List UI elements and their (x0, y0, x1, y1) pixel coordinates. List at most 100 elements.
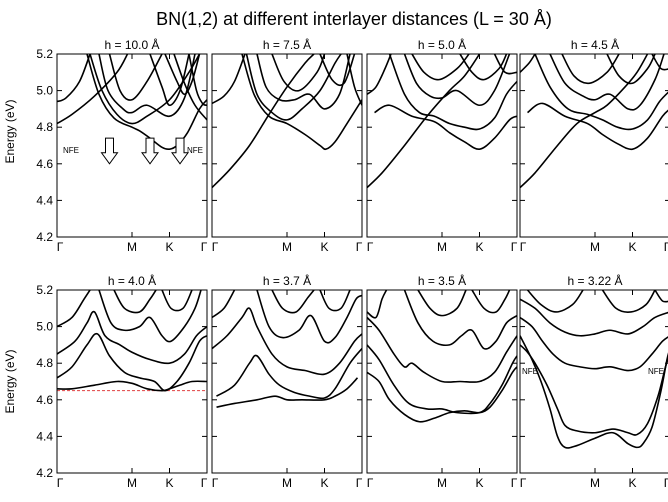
band-line (57, 54, 91, 103)
band-line (520, 54, 536, 73)
x-tick-label: Γ (201, 240, 208, 254)
band-line (271, 290, 315, 314)
band-line (57, 54, 129, 125)
x-tick-label: Γ (356, 476, 363, 490)
panel-frame (56, 289, 208, 474)
x-tick-label: M (282, 240, 292, 254)
panel-label: h = 4.5 Å (571, 37, 619, 52)
panel-label: h = 4.0 Å (108, 273, 156, 288)
nfe-annotation: NFE (63, 146, 79, 155)
panel-label: h = 7.5 Å (263, 37, 311, 52)
bands-group (520, 290, 668, 449)
nfe-annotation: NFE (187, 146, 203, 155)
x-tick-label: Γ (356, 240, 363, 254)
x-tick-label: Γ (664, 476, 668, 490)
down-arrow-icon (171, 137, 189, 165)
band-line (411, 54, 470, 81)
band-line (256, 290, 362, 344)
nfe-annotation: NFE (648, 367, 664, 376)
y-tick-label: 5.2 (36, 283, 53, 297)
band-line (534, 54, 668, 131)
x-tick-label: Γ (367, 476, 374, 490)
x-tick-label: M (590, 476, 600, 490)
y-tick-label: 4.4 (36, 429, 53, 443)
x-tick-label: K (475, 476, 483, 490)
x-tick-label: Γ (212, 476, 219, 490)
band-line (367, 316, 517, 383)
bands-group (212, 290, 362, 408)
band-line (367, 54, 481, 189)
y-tick-label: 4.6 (36, 157, 53, 171)
band-line (57, 290, 91, 328)
x-tick-label: K (165, 476, 173, 490)
band-line (161, 290, 193, 312)
x-tick-label: K (320, 476, 328, 490)
band-line (403, 54, 511, 107)
y-tick-label: 4.2 (36, 466, 53, 480)
band-line (216, 348, 362, 400)
x-tick-label: Γ (520, 240, 527, 254)
y-axis-label: Energy (eV) (3, 99, 17, 163)
band-line (561, 54, 620, 85)
band-line (417, 290, 467, 317)
band-line (471, 290, 511, 314)
band-line (459, 54, 508, 81)
y-tick-label: 4.4 (36, 193, 53, 207)
x-tick-label: Γ (664, 240, 668, 254)
panel-frame (366, 53, 518, 238)
band-line (212, 307, 362, 376)
y-tick-label: 4.6 (36, 393, 53, 407)
band-line (367, 54, 392, 95)
y-tick-label: 5.2 (36, 47, 53, 61)
x-tick-label: M (282, 476, 292, 490)
panel-label: h = 3.5 Å (418, 273, 466, 288)
band-line (108, 54, 163, 101)
band-line (98, 290, 202, 343)
band-line (57, 380, 207, 392)
chart-title: BN(1,2) at different interlayer distance… (156, 9, 552, 29)
panels-layer: Energy (eV) Energy (eV) h = 10.0 Å Γ M K Γ 4.2 4… (3, 37, 668, 490)
band-line (164, 54, 201, 96)
band-line (212, 290, 236, 319)
x-tick-label: Γ (57, 240, 64, 254)
x-tick-label: K (628, 240, 636, 254)
band-line (601, 290, 656, 313)
y-tick-label: 5.0 (36, 84, 53, 98)
bands-group (367, 290, 517, 423)
band-line (212, 54, 315, 189)
x-tick-label: Γ (520, 476, 527, 490)
panel-frame (519, 289, 668, 474)
band-line (271, 54, 326, 92)
band-line (173, 54, 207, 121)
band-line (654, 290, 668, 303)
panel-label: h = 3.22 Å (567, 273, 622, 288)
x-tick-label: M (127, 476, 137, 490)
band-line (319, 290, 351, 312)
x-tick-label: K (628, 476, 636, 490)
panel-label: h = 10.0 Å (104, 37, 159, 52)
nfe-annotation: NFE (522, 367, 538, 376)
band-line (346, 54, 362, 106)
band-line (212, 54, 246, 105)
band-line (367, 366, 517, 423)
band-line (520, 316, 668, 372)
down-arrow-icon (141, 137, 159, 165)
x-tick-label: Γ (511, 240, 518, 254)
panel: h = 3.5 Å Γ M K Γ (366, 273, 518, 490)
band-line (388, 54, 517, 131)
band-line (86, 54, 207, 151)
y-axis-label: Energy (eV) (3, 349, 17, 413)
band-line (98, 54, 196, 118)
x-tick-label: Γ (511, 476, 518, 490)
band-line (256, 54, 351, 110)
panel: h = 4.0 Å Γ M K Γ 4.2 4.4 4.6 4.8 5.0 5.2 (36, 273, 207, 490)
band-line (520, 54, 649, 189)
x-tick-label: K (165, 240, 173, 254)
x-tick-label: K (320, 240, 328, 254)
band-line (188, 54, 207, 107)
band-line (520, 335, 668, 449)
x-tick-label: Γ (212, 240, 219, 254)
x-tick-label: M (590, 240, 600, 254)
